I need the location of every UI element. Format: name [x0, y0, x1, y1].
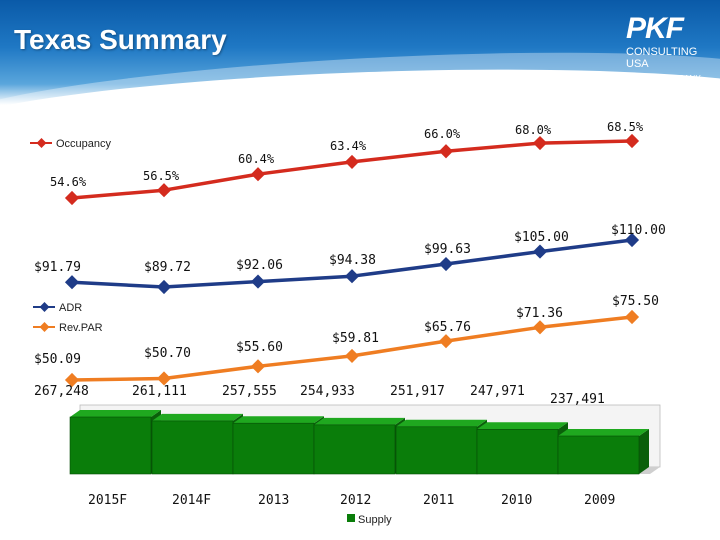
category-label: 2010 [501, 493, 532, 508]
supply-data-label: 251,917 [390, 384, 445, 399]
supply-legend-label: Supply [358, 514, 392, 526]
occupancy-point [156, 183, 172, 198]
adr-data-label: $91.79 [34, 260, 81, 275]
occupancy-point [344, 154, 360, 169]
revpar-data-label: $50.09 [34, 352, 81, 367]
revpar-data-label: $71.36 [516, 306, 563, 321]
adr-data-label: $110.00 [611, 223, 666, 238]
supply-data-label: 237,491 [550, 392, 605, 407]
supply-bar [395, 426, 478, 475]
revpar-data-label: $65.76 [424, 320, 471, 335]
supply-bar-top [396, 419, 487, 427]
adr-data-label: $89.72 [144, 260, 191, 275]
logo-line-2: USA [626, 58, 649, 70]
pkf-logo: PKF CONSULTING USA A CBRE COMPANY [626, 12, 716, 92]
adr-point [438, 256, 454, 272]
supply-bar [557, 435, 640, 475]
revpar-point [624, 309, 640, 325]
revpar-point [438, 334, 454, 349]
revpar-point [344, 348, 360, 363]
logo-tagline: A CBRE COMPANY [626, 74, 701, 83]
adr-data-label: $99.63 [424, 242, 471, 257]
adr-data-label: $105.00 [514, 230, 569, 245]
revpar-data-label: $75.50 [612, 294, 659, 309]
occupancy-point [624, 133, 640, 149]
occupancy-point [64, 190, 80, 206]
logo-line-1: CONSULTING [626, 46, 698, 58]
revpar-data-label: $50.70 [144, 346, 191, 361]
category-label: 2011 [423, 493, 454, 508]
occupancy-data-label: 66.0% [424, 127, 461, 141]
adr-point [250, 274, 266, 289]
supply-data-label: 257,555 [222, 384, 277, 399]
adr-point [344, 269, 360, 284]
supply-bar-top [558, 429, 649, 436]
revpar-data-label: $55.60 [236, 340, 283, 355]
supply-bar [151, 420, 234, 475]
supply-bar [476, 429, 559, 475]
adr-legend-label: ADR [59, 302, 82, 314]
supply-bar-top [70, 410, 161, 417]
occupancy-data-label: 54.6% [50, 175, 87, 189]
occupancy-point [438, 144, 454, 159]
revpar-point [156, 371, 172, 386]
occupancy-legend-label: Occupancy [56, 138, 112, 150]
supply-data-label: 261,111 [132, 384, 187, 399]
occupancy-data-label: 63.4% [330, 139, 367, 153]
occupancy-data-label: 68.5% [607, 120, 644, 134]
adr-data-label: $94.38 [329, 253, 376, 268]
category-label: 2009 [584, 493, 615, 508]
supply-data-label: 254,933 [300, 384, 355, 399]
occupancy-legend-marker [36, 138, 47, 148]
category-label: 2014F [172, 493, 211, 508]
slide-title: Texas Summary [14, 24, 227, 55]
adr-point [156, 279, 172, 295]
supply-data-label: 247,971 [470, 384, 525, 399]
category-label: 2015F [88, 493, 127, 508]
occupancy-point [250, 167, 266, 182]
occupancy-data-label: 60.4% [238, 152, 275, 166]
revpar-data-label: $59.81 [332, 331, 379, 346]
category-label: 2013 [258, 493, 289, 508]
supply-bar [313, 424, 396, 475]
adr-point [624, 232, 640, 248]
supply-bar-top [152, 413, 243, 421]
category-label: 2012 [340, 493, 371, 508]
supply-bar [69, 416, 152, 475]
supply-bar-side [639, 429, 649, 474]
supply-bar [232, 422, 315, 475]
adr-point [64, 275, 80, 290]
adr-legend-marker [39, 302, 50, 312]
supply-bar-top [233, 416, 324, 424]
revpar-legend-marker [39, 322, 50, 332]
revpar-point [64, 372, 80, 388]
occupancy-data-label: 68.0% [515, 123, 552, 137]
logo-main-text: PKF [626, 12, 684, 45]
header-banner [0, 0, 720, 105]
supply-data-label: 267,248 [34, 384, 89, 399]
revpar-point [250, 359, 266, 374]
revpar-point [532, 320, 548, 335]
supply-bar-top [314, 417, 405, 425]
adr-data-label: $92.06 [236, 258, 283, 273]
revpar-legend-label: Rev.PAR [59, 322, 103, 334]
occupancy-point [532, 135, 548, 151]
supply-bar-top [477, 422, 568, 430]
supply-legend-swatch [347, 514, 355, 522]
occupancy-data-label: 56.5% [143, 169, 180, 183]
adr-point [532, 244, 548, 259]
